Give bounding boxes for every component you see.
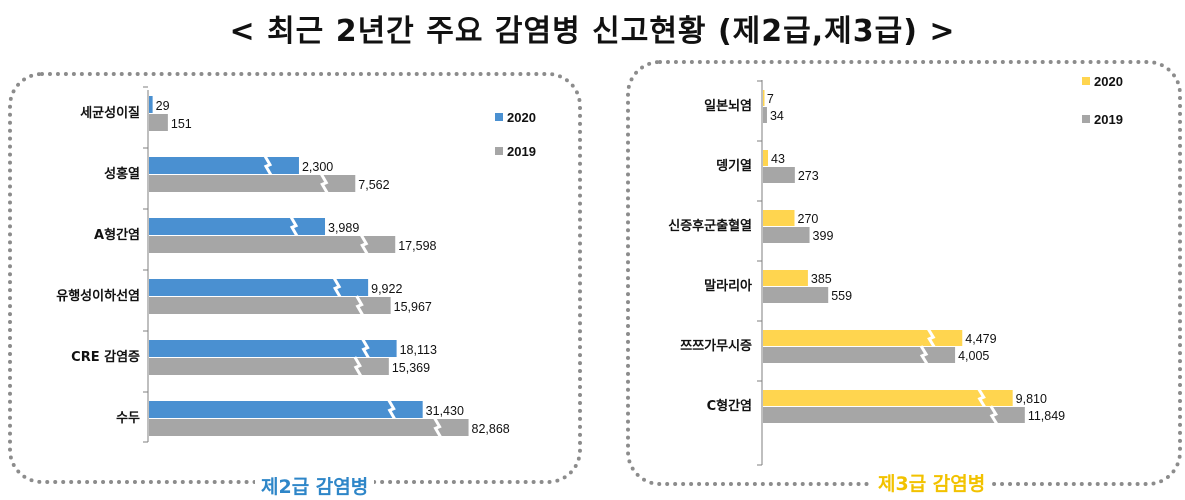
left-bar-2019 <box>149 419 469 436</box>
page-title: < 최근 2년간 주요 감염병 신고현황 (제2급,제3급) > <box>229 14 956 49</box>
left-value-label-2020: 18,113 <box>400 343 437 357</box>
left-bar-2020 <box>149 340 397 357</box>
left-bar-2020 <box>149 279 369 296</box>
left-bar-2019 <box>149 236 396 253</box>
left-category-label: 세균성이질 <box>80 105 140 121</box>
right-legend-swatch-2019 <box>1082 115 1090 123</box>
left-axis-break-mark <box>289 216 299 237</box>
left-value-label-2020: 29 <box>156 99 170 113</box>
left-value-label-2019: 15,369 <box>392 361 430 375</box>
right-category-label: 뎅기열 <box>716 158 752 174</box>
right-panel-caption: 제3급 감염병 <box>872 469 992 496</box>
left-bar-2020 <box>149 218 326 235</box>
right-axis-break-mark <box>919 345 929 365</box>
right-legend-swatch-2020 <box>1082 77 1090 85</box>
left-axis-break-mark <box>433 417 442 438</box>
left-axis-break-mark <box>361 338 370 359</box>
left-value-label-2019: 15,967 <box>394 300 432 314</box>
left-value-label-2019: 17,598 <box>398 239 436 253</box>
right-bar-2019 <box>763 167 795 183</box>
left-legend-swatch-2020 <box>495 113 503 121</box>
left-axis-break-mark <box>319 173 329 194</box>
right-bar-2020 <box>763 270 808 286</box>
left-value-label-2020: 3,989 <box>328 221 359 235</box>
left-bar-2019 <box>149 297 391 314</box>
left-panel-caption: 제2급 감염병 <box>255 472 375 499</box>
left-axis-break-mark <box>332 277 342 298</box>
right-category-label: 쯔쯔가무시증 <box>680 339 752 354</box>
left-value-label-2020: 2,300 <box>302 160 333 174</box>
right-legend-label-2019: 2019 <box>1094 112 1123 127</box>
right-axis-break-mark <box>977 388 986 408</box>
left-legend-swatch-2019 <box>495 147 503 155</box>
right-value-label-2019: 273 <box>798 169 819 183</box>
right-category-label: 말라리아 <box>704 278 752 294</box>
right-value-label-2019: 399 <box>813 229 834 243</box>
right-value-label-2019: 559 <box>831 289 852 303</box>
left-category-label: CRE 감염증 <box>71 349 140 365</box>
left-axis-break-mark <box>359 234 369 255</box>
left-value-label-2019: 7,562 <box>358 178 389 192</box>
left-legend-label-2020: 2020 <box>507 110 536 125</box>
right-value-label-2020: 4,479 <box>965 332 996 346</box>
right-axis-break-mark <box>926 328 936 348</box>
right-bar-2019 <box>763 227 810 243</box>
right-legend-label-2020: 2020 <box>1094 74 1123 89</box>
left-category-label: 수두 <box>116 411 140 426</box>
left-axis-break-mark <box>353 356 363 377</box>
right-bar-2019 <box>763 407 1025 423</box>
left-bar-2019 <box>149 114 168 131</box>
right-value-label-2020: 43 <box>771 152 785 166</box>
right-value-label-2020: 270 <box>798 212 819 226</box>
right-bar-2020 <box>763 210 795 226</box>
left-axis-break-mark <box>355 295 364 316</box>
right-bar-2019 <box>763 287 829 303</box>
left-value-label-2019: 82,868 <box>472 422 510 436</box>
right-value-label-2019: 34 <box>770 109 784 123</box>
left-category-label: 성홍열 <box>104 166 140 182</box>
right-value-label-2020: 9,810 <box>1016 392 1047 406</box>
left-bar-2020 <box>149 401 423 418</box>
right-category-label: C형간염 <box>707 398 752 414</box>
left-bar-2020 <box>149 157 299 174</box>
right-value-label-2020: 385 <box>811 272 832 286</box>
right-value-label-2019: 11,849 <box>1028 409 1065 423</box>
left-value-label-2020: 31,430 <box>426 404 464 418</box>
right-category-label: 일본뇌염 <box>704 98 752 114</box>
left-bar-2020 <box>149 96 153 113</box>
right-bar-2020 <box>763 150 769 166</box>
left-value-label-2020: 9,922 <box>371 282 402 296</box>
right-bar-2020 <box>763 330 963 346</box>
left-category-label: 유행성이하선염 <box>56 288 140 304</box>
right-bar-2019 <box>763 107 767 123</box>
right-value-label-2019: 4,005 <box>958 349 989 363</box>
right-value-label-2020: 7 <box>767 92 774 106</box>
left-value-label-2019: 151 <box>171 117 192 131</box>
right-category-label: 신증후군출혈열 <box>668 218 752 234</box>
left-axis-break-mark <box>387 399 396 420</box>
left-legend-label-2019: 2019 <box>507 144 536 159</box>
right-axis-break-mark <box>989 405 999 425</box>
left-axis-break-mark <box>263 155 273 176</box>
right-bar-2020 <box>763 390 1013 406</box>
right-bar-2019 <box>763 347 956 363</box>
left-category-label: A형간염 <box>94 227 140 243</box>
left-bar-2019 <box>149 175 356 192</box>
right-bar-2020 <box>763 90 765 106</box>
left-bar-2019 <box>149 358 389 375</box>
